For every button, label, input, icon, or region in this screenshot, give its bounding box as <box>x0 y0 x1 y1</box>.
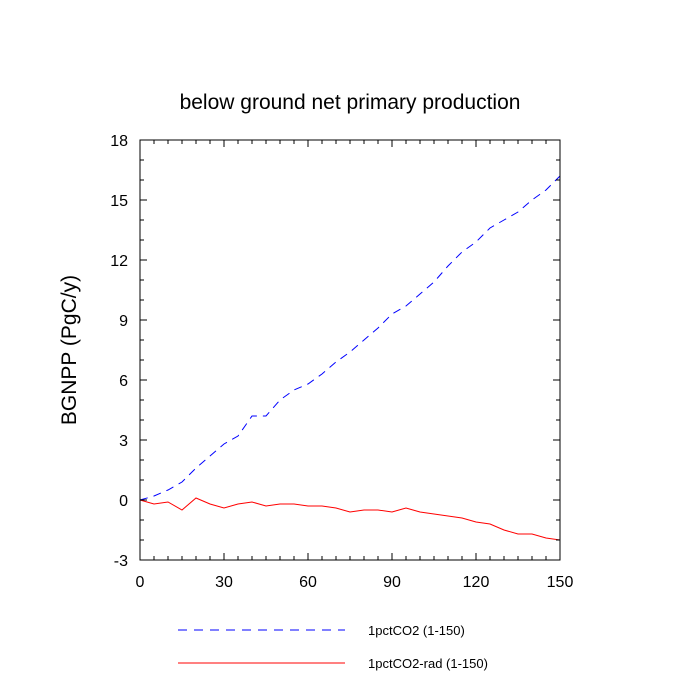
y-tick-label: 6 <box>119 373 128 390</box>
x-tick-label: 90 <box>383 574 401 591</box>
x-tick-label: 60 <box>299 574 317 591</box>
y-tick-label: 3 <box>119 433 128 450</box>
x-tick-label: 0 <box>136 574 145 591</box>
legend: 1pctCO2 (1-150) 1pctCO2-rad (1-150) <box>178 623 488 671</box>
chart-title: below ground net primary production <box>180 91 521 114</box>
legend-label-2: 1pctCO2-rad (1-150) <box>368 656 488 671</box>
y-tick-label: -3 <box>114 553 128 570</box>
tick-labels: 0 30 60 90 120 150 -3 0 3 6 9 12 15 18 <box>110 133 573 591</box>
y-tick-label: 12 <box>110 253 128 270</box>
series-line-2 <box>139 497 561 541</box>
plot-frame <box>139 139 561 561</box>
plot-axes <box>139 139 561 561</box>
x-tick-label: 150 <box>547 574 574 591</box>
y-tick-label: 0 <box>119 493 128 510</box>
plot-series <box>139 175 561 541</box>
series-line-1 <box>139 175 561 501</box>
legend-label-1: 1pctCO2 (1-150) <box>368 623 465 638</box>
y-tick-label: 15 <box>110 193 128 210</box>
y-tick-label: 18 <box>110 133 128 150</box>
x-tick-label: 30 <box>215 574 233 591</box>
y-tick-label: 9 <box>119 313 128 330</box>
y-axis-label: BGNPP (PgC/y) <box>58 275 81 425</box>
x-tick-label: 120 <box>463 574 490 591</box>
